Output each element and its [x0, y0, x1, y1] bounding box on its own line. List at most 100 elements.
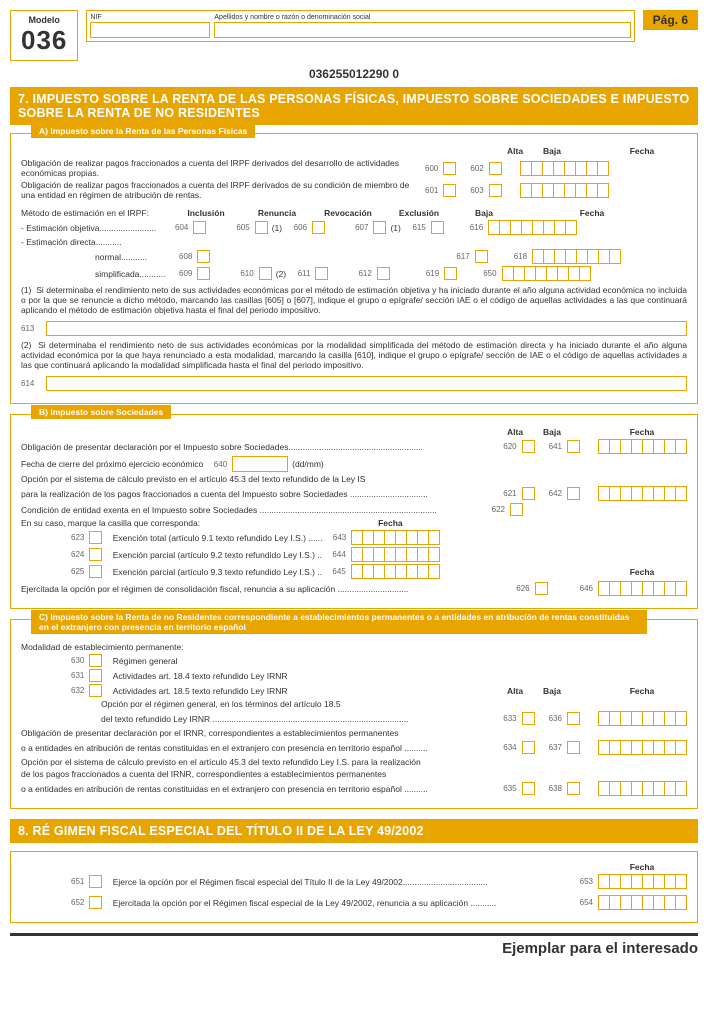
n606: 606 [294, 223, 307, 232]
n638: 638 [549, 784, 562, 793]
chk-638[interactable] [567, 782, 580, 795]
date-642[interactable] [598, 486, 687, 501]
chk-626[interactable] [535, 582, 548, 595]
chk-620[interactable] [522, 440, 535, 453]
chk-604[interactable] [193, 221, 206, 234]
chk-600[interactable] [443, 162, 456, 175]
chk-601[interactable] [443, 184, 456, 197]
date-638[interactable] [598, 781, 687, 796]
col-renuncia: Renuncia [241, 208, 313, 218]
n614: 614 [21, 379, 41, 388]
section-8: Fecha 651 Ejerce la opción por el Régime… [10, 851, 698, 923]
chk-642[interactable] [567, 487, 580, 500]
c-l2b: del texto refundido Ley IRNR ...........… [101, 714, 499, 724]
page-badge: Pág. 6 [643, 10, 698, 30]
chk-609[interactable] [197, 267, 210, 280]
chk-611[interactable] [315, 267, 328, 280]
n624: 624 [71, 550, 84, 559]
date-616[interactable] [488, 220, 577, 235]
c-l3a: Obligación de presentar declaración por … [21, 728, 399, 738]
chk-619[interactable] [444, 267, 457, 280]
chk-625[interactable] [89, 565, 102, 578]
chk-634[interactable] [522, 741, 535, 754]
chk-610[interactable] [259, 267, 272, 280]
chk-617[interactable] [475, 250, 488, 263]
date-644[interactable] [351, 547, 440, 562]
metodo-label: Método de estimación en el IRPF: [21, 208, 171, 218]
input-640[interactable] [232, 456, 288, 472]
b-l9: Exención parcial (artículo 9.3 texto ref… [113, 567, 322, 577]
chk-615[interactable] [431, 221, 444, 234]
date-618[interactable] [532, 249, 621, 264]
col-revocacion: Revocación [317, 208, 379, 218]
s8-fecha: Fecha [597, 862, 687, 872]
b-alta: Alta [507, 427, 539, 437]
date-641[interactable] [598, 439, 687, 454]
n609: 609 [179, 269, 192, 278]
date-603[interactable] [520, 183, 609, 198]
chk-602[interactable] [489, 162, 502, 175]
c-l4c: o a entidades en atribución de rentas co… [21, 784, 499, 794]
chk-633[interactable] [522, 712, 535, 725]
n615: 615 [412, 223, 425, 232]
chk-652[interactable] [89, 896, 102, 909]
chk-608[interactable] [197, 250, 210, 263]
line-601-text: Obligación de realizar pagos fraccionado… [21, 180, 421, 200]
n613: 613 [21, 324, 41, 333]
chk-606[interactable] [312, 221, 325, 234]
num-602: 602 [470, 164, 483, 173]
n617: 617 [456, 252, 469, 261]
chk-632[interactable] [89, 684, 102, 697]
date-643[interactable] [351, 530, 440, 545]
n611: 611 [298, 269, 311, 278]
n634: 634 [503, 743, 516, 752]
date-602[interactable] [520, 161, 609, 176]
chk-641[interactable] [567, 440, 580, 453]
c-l4b: de los pagos fraccionados a cuenta del I… [21, 769, 386, 779]
est-directa: - Estimación directa........... [21, 237, 171, 247]
b-l2b: (dd/mm) [292, 459, 324, 469]
chk-623[interactable] [89, 531, 102, 544]
date-636[interactable] [598, 711, 687, 726]
chk-630[interactable] [89, 654, 102, 667]
chk-612[interactable] [377, 267, 390, 280]
chk-624[interactable] [89, 548, 102, 561]
chk-605[interactable] [255, 221, 268, 234]
col-fecha2: Fecha [547, 208, 637, 218]
chk-607[interactable] [373, 221, 386, 234]
n630: 630 [71, 656, 84, 665]
n644: 644 [332, 550, 345, 559]
chk-637[interactable] [567, 741, 580, 754]
note2-num: (2) [21, 340, 31, 350]
nif-input[interactable] [90, 22, 210, 38]
chk-621[interactable] [522, 487, 535, 500]
input-613[interactable] [46, 321, 687, 336]
chk-651[interactable] [89, 875, 102, 888]
date-653[interactable] [598, 874, 687, 889]
chk-603[interactable] [489, 184, 502, 197]
chk-635[interactable] [522, 782, 535, 795]
date-650[interactable] [502, 266, 591, 281]
n605: 605 [236, 223, 249, 232]
section-a-title: A) Impuesto sobre la Renta de las Person… [31, 124, 255, 138]
chk-622[interactable] [510, 503, 523, 516]
section-c: C) Impuesto sobre la Renta de no Residen… [10, 619, 698, 809]
input-614[interactable] [46, 376, 687, 391]
n622: 622 [492, 505, 505, 514]
footer-text: Ejemplar para el interesado [10, 933, 698, 957]
header-fields: NIF Apellidos y nombre o razón o denomin… [86, 10, 634, 42]
n619: 619 [426, 269, 439, 278]
date-645[interactable] [351, 564, 440, 579]
date-654[interactable] [598, 895, 687, 910]
b-fecha: Fecha [597, 427, 687, 437]
chk-636[interactable] [567, 712, 580, 725]
chk-631[interactable] [89, 669, 102, 682]
n612: 612 [358, 269, 371, 278]
b-fecha2: Fecha [378, 518, 403, 528]
name-input[interactable] [214, 22, 630, 38]
b-l6: En su caso, marque la casilla que corres… [21, 518, 200, 528]
date-637[interactable] [598, 740, 687, 755]
date-646[interactable] [598, 581, 687, 596]
n608: 608 [179, 252, 192, 261]
n607: 607 [355, 223, 368, 232]
